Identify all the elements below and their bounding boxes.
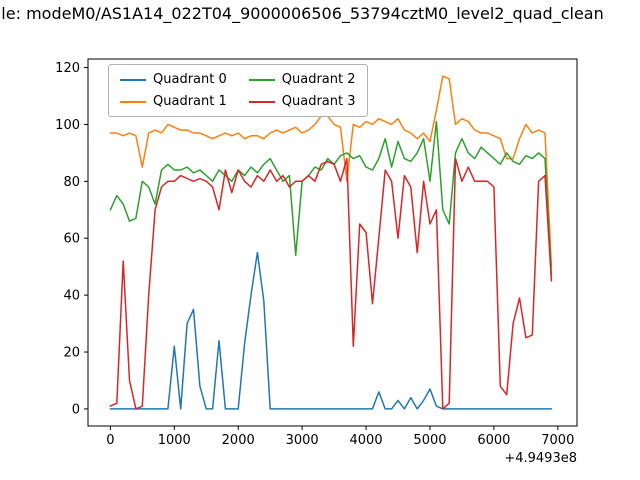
series-line-quadrant-1	[109, 75, 553, 268]
y-tick-label: 0	[72, 402, 80, 417]
legend-item-quadrant-3: Quadrant 3	[248, 94, 356, 109]
legend-line-sample-quadrant-0	[120, 78, 146, 81]
series-line-quadrant-2	[109, 120, 553, 276]
x-tick-label: 1000	[158, 433, 191, 448]
legend: Quadrant 0 Quadrant 1 Quadrant 2 Quadrant 3	[108, 64, 368, 117]
x-tick-label: 3000	[286, 433, 319, 448]
x-tick-label: 5000	[413, 433, 446, 448]
legend-label-quadrant-0: Quadrant 0	[153, 72, 227, 87]
legend-item-quadrant-1: Quadrant 1	[120, 94, 227, 109]
legend-label-quadrant-3: Quadrant 3	[281, 94, 356, 109]
x-tick-label: 2000	[222, 433, 255, 448]
y-tick-label: 20	[63, 346, 80, 361]
legend-line-sample-quadrant-3	[248, 100, 275, 103]
x-tick-label: 0	[106, 433, 114, 448]
x-tick-label: 6000	[477, 433, 510, 448]
series-line-quadrant-3	[109, 157, 553, 410]
axes-spines	[87, 58, 578, 427]
y-tick-label: 100	[55, 118, 80, 133]
legend-item-quadrant-2: Quadrant 2	[248, 72, 356, 87]
chart-title: n file: modeM0/AS1A14_022T04_9000006506_…	[0, 4, 604, 23]
x-tick-label: 4000	[350, 433, 383, 448]
y-tick-label: 40	[63, 289, 80, 304]
x-tick-label: 7000	[541, 433, 574, 448]
series-line-quadrant-0	[109, 251, 553, 410]
legend-line-sample-quadrant-1	[120, 100, 146, 103]
legend-line-sample-quadrant-2	[248, 78, 275, 81]
y-tick-label: 60	[63, 232, 80, 247]
y-tick-label: 120	[55, 61, 80, 76]
legend-item-quadrant-0: Quadrant 0	[120, 72, 227, 87]
y-tick-label: 80	[63, 175, 80, 190]
legend-label-quadrant-2: Quadrant 2	[281, 72, 356, 87]
x-axis-offset-label: +4.9493e8	[504, 451, 577, 466]
legend-label-quadrant-1: Quadrant 1	[153, 94, 227, 109]
